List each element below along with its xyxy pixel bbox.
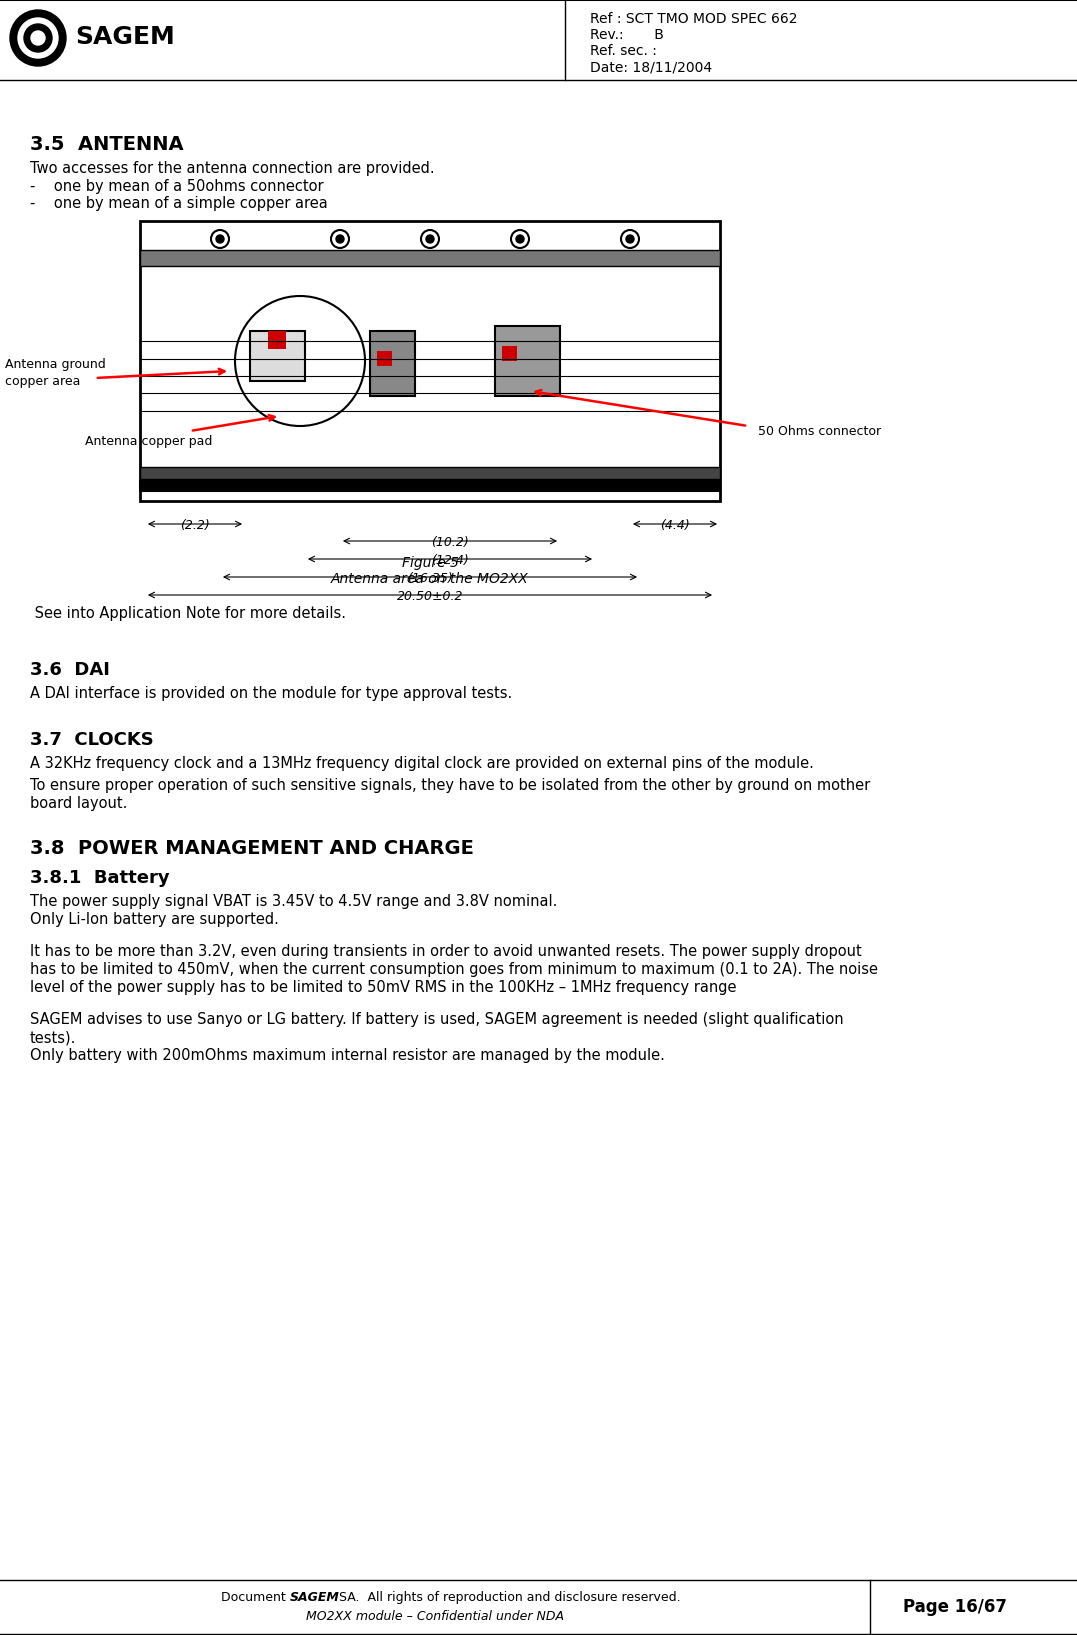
Text: SAGEM: SAGEM xyxy=(290,1591,340,1604)
Text: 3.5  ANTENNA: 3.5 ANTENNA xyxy=(30,136,183,154)
Text: SA.  All rights of reproduction and disclosure reserved.: SA. All rights of reproduction and discl… xyxy=(335,1591,681,1604)
Bar xyxy=(140,481,721,490)
Text: 20.50±0.2: 20.50±0.2 xyxy=(396,590,463,603)
Text: See into Application Note for more details.: See into Application Note for more detai… xyxy=(30,607,346,621)
Circle shape xyxy=(216,235,224,244)
Bar xyxy=(495,325,560,396)
Circle shape xyxy=(10,10,66,65)
Circle shape xyxy=(626,235,634,244)
Text: Figure 5: Figure 5 xyxy=(402,556,459,571)
Circle shape xyxy=(516,235,524,244)
Text: Date: 18/11/2004: Date: 18/11/2004 xyxy=(590,60,712,74)
Circle shape xyxy=(24,25,52,52)
Text: A DAI interface is provided on the module for type approval tests.: A DAI interface is provided on the modul… xyxy=(30,687,513,701)
Text: MO2XX module – Confidential under NDA: MO2XX module – Confidential under NDA xyxy=(306,1609,564,1622)
Bar xyxy=(140,468,721,479)
Text: Page 16/67: Page 16/67 xyxy=(903,1597,1007,1615)
Text: 3.6  DAI: 3.6 DAI xyxy=(30,661,110,679)
Text: 3.8  POWER MANAGEMENT AND CHARGE: 3.8 POWER MANAGEMENT AND CHARGE xyxy=(30,839,474,858)
Text: A 32KHz frequency clock and a 13MHz frequency digital clock are provided on exte: A 32KHz frequency clock and a 13MHz freq… xyxy=(30,755,814,772)
Text: (4.4): (4.4) xyxy=(660,518,690,531)
Text: Two accesses for the antenna connection are provided.: Two accesses for the antenna connection … xyxy=(30,160,435,177)
Text: Ref. sec. :: Ref. sec. : xyxy=(590,44,657,57)
Text: 3.8.1  Battery: 3.8.1 Battery xyxy=(30,868,169,888)
Text: -    one by mean of a 50ohms connector: - one by mean of a 50ohms connector xyxy=(30,178,323,195)
Bar xyxy=(140,250,721,267)
Circle shape xyxy=(18,18,58,57)
Text: SAGEM: SAGEM xyxy=(75,25,174,49)
Text: has to be limited to 450mV, when the current consumption goes from minimum to ma: has to be limited to 450mV, when the cur… xyxy=(30,961,878,978)
Text: level of the power supply has to be limited to 50mV RMS in the 100KHz – 1MHz fre: level of the power supply has to be limi… xyxy=(30,979,737,996)
Bar xyxy=(140,221,721,500)
Text: Document: Document xyxy=(221,1591,290,1604)
Text: Rev.:       B: Rev.: B xyxy=(590,28,663,43)
Bar xyxy=(502,347,517,361)
Bar xyxy=(370,330,415,396)
Text: SAGEM advises to use Sanyo or LG battery. If battery is used, SAGEM agreement is: SAGEM advises to use Sanyo or LG battery… xyxy=(30,1012,843,1027)
Text: tests).: tests). xyxy=(30,1030,76,1045)
Text: -    one by mean of a simple copper area: - one by mean of a simple copper area xyxy=(30,196,327,211)
Text: Only battery with 200mOhms maximum internal resistor are managed by the module.: Only battery with 200mOhms maximum inter… xyxy=(30,1048,665,1063)
Text: (10.2): (10.2) xyxy=(431,536,468,549)
Text: Only Li-Ion battery are supported.: Only Li-Ion battery are supported. xyxy=(30,912,279,927)
Bar xyxy=(268,330,286,348)
Text: board layout.: board layout. xyxy=(30,796,127,811)
Circle shape xyxy=(31,31,45,46)
Text: 3.7  CLOCKS: 3.7 CLOCKS xyxy=(30,731,154,749)
Text: It has to be more than 3.2V, even during transients in order to avoid unwanted r: It has to be more than 3.2V, even during… xyxy=(30,943,862,960)
Text: (16.35): (16.35) xyxy=(407,572,452,585)
Text: Ref : SCT TMO MOD SPEC 662: Ref : SCT TMO MOD SPEC 662 xyxy=(590,11,797,26)
Text: (12.4): (12.4) xyxy=(431,554,468,567)
Text: To ensure proper operation of such sensitive signals, they have to be isolated f: To ensure proper operation of such sensi… xyxy=(30,778,870,793)
Text: Antenna area on the MO2XX: Antenna area on the MO2XX xyxy=(331,572,529,585)
Text: (2.2): (2.2) xyxy=(180,518,210,531)
Circle shape xyxy=(426,235,434,244)
Text: Antenna ground
copper area: Antenna ground copper area xyxy=(5,358,106,387)
Text: Antenna copper pad: Antenna copper pad xyxy=(85,435,212,448)
Bar xyxy=(377,352,392,366)
Text: The power supply signal VBAT is 3.45V to 4.5V range and 3.8V nominal.: The power supply signal VBAT is 3.45V to… xyxy=(30,894,558,909)
Text: 50 Ohms connector: 50 Ohms connector xyxy=(758,425,881,438)
Circle shape xyxy=(336,235,344,244)
Bar xyxy=(250,330,305,381)
